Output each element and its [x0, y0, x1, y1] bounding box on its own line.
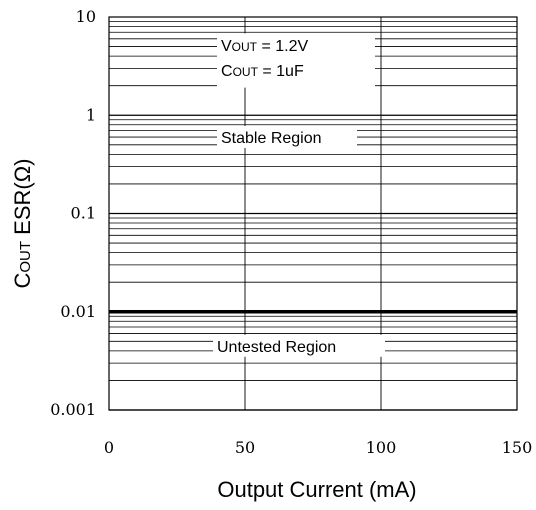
cout-main: C: [221, 63, 233, 80]
y-tick-label: 10: [76, 7, 96, 26]
vout-annotation: VOUT = 1.2V: [221, 38, 308, 55]
y-tick-label: 0.1: [71, 204, 96, 223]
stable-region-label: Stable Region: [221, 130, 322, 147]
plot-frame: [108, 16, 518, 411]
conditions-box: [217, 33, 375, 88]
cout-rest: = 1uF: [258, 63, 304, 80]
x-tick-labels: 0 50 100 150: [104, 438, 532, 457]
y-tick-label: 1: [86, 105, 96, 124]
x-tick-label: 150: [502, 438, 533, 457]
y-tick-label: 0.001: [50, 400, 96, 419]
y-title-rest: ESR(Ω): [10, 158, 35, 240]
y-tick-labels: 10 1 0.1 0.01 0.001: [50, 7, 96, 419]
cout-annotation: COUT = 1uF: [221, 63, 304, 80]
y-axis-title: COUT ESR(Ω): [10, 158, 35, 288]
y-title-sub: OUT: [17, 241, 34, 273]
x-axis-title: Output Current (mA): [217, 477, 416, 502]
vout-main: V: [221, 38, 232, 55]
y-tick-label: 0.01: [60, 302, 96, 321]
x-tick-label: 100: [366, 438, 397, 457]
cout-sub: OUT: [233, 65, 259, 79]
y-title-main: C: [10, 273, 35, 289]
stable-region-box: [217, 126, 357, 149]
untested-region-label: Untested Region: [217, 339, 336, 356]
x-tick-label: 0: [104, 438, 114, 457]
vout-sub: OUT: [232, 40, 258, 54]
x-tick-label: 50: [235, 438, 255, 457]
untested-region-box: [213, 334, 385, 357]
vout-rest: = 1.2V: [257, 38, 308, 55]
